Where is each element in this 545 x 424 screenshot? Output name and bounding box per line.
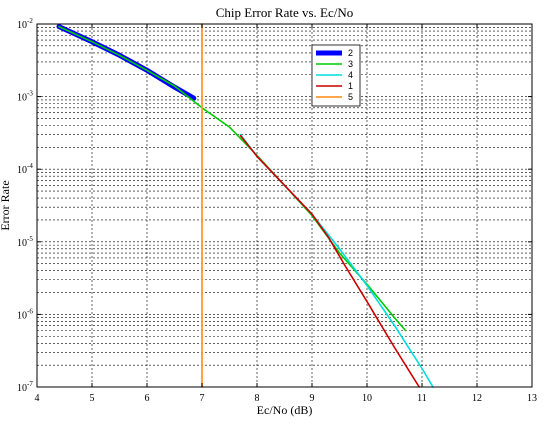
y-tick-exponent: -6	[27, 307, 33, 315]
y-tick-exponent: -3	[27, 90, 33, 98]
y-tick-exponent: -5	[27, 235, 33, 243]
legend-label: 1	[348, 81, 353, 91]
y-tick-base: 10	[17, 165, 27, 176]
x-tick-label: 10	[362, 393, 372, 404]
x-tick-label: 6	[145, 393, 150, 404]
x-tick-label: 9	[310, 393, 315, 404]
legend-label: 2	[348, 48, 353, 58]
x-tick-label: 4	[35, 393, 40, 404]
y-tick-base: 10	[17, 93, 27, 104]
y-axis-label: Error Rate	[0, 180, 12, 230]
legend-label: 5	[348, 92, 353, 102]
y-tick-label: 10-5	[17, 235, 33, 249]
y-tick-label: 10-2	[17, 17, 33, 31]
y-tick-base: 10	[17, 20, 27, 31]
legend-label: 3	[348, 59, 353, 69]
y-tick-label: 10-7	[17, 380, 33, 394]
y-tick-label: 10-3	[17, 90, 33, 104]
y-tick-base: 10	[17, 383, 27, 394]
plot-frame	[36, 23, 533, 388]
y-tick-base: 10	[17, 310, 27, 321]
plot-area	[37, 24, 532, 387]
y-tick-exponent: -2	[27, 17, 33, 25]
x-tick-label: 7	[200, 393, 205, 404]
y-tick-label: 10-6	[17, 307, 33, 321]
y-tick-exponent: -7	[27, 380, 33, 388]
y-tick-label: 10-4	[17, 162, 33, 176]
y-tick-base: 10	[17, 238, 27, 249]
grid	[37, 24, 532, 387]
x-tick-label: 5	[90, 393, 95, 404]
x-tick-label: 8	[255, 393, 260, 404]
x-tick-label: 11	[417, 393, 427, 404]
x-axis-label: Ec/No (dB)	[257, 403, 313, 417]
legend-label: 4	[348, 70, 353, 80]
y-tick-exponent: -4	[27, 162, 33, 170]
series-line-1	[239, 134, 421, 388]
x-tick-label: 13	[527, 393, 537, 404]
chart-title: Chip Error Rate vs. Ec/No	[216, 5, 354, 20]
x-tick-label: 12	[472, 393, 482, 404]
series-layer	[56, 23, 434, 388]
